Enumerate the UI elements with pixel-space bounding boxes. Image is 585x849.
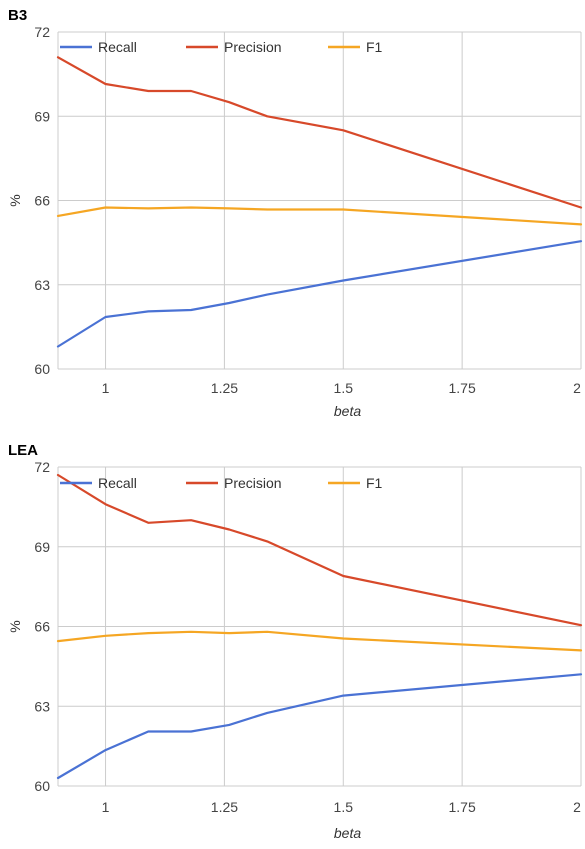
x-axis-label: beta	[334, 403, 361, 419]
x-tick-label: 1.5	[334, 799, 354, 815]
x-tick-label: 1.25	[211, 380, 238, 396]
series-line-f1	[56, 630, 583, 652]
x-tick-label: 1.75	[449, 380, 476, 396]
y-tick-label: 66	[34, 193, 50, 209]
y-tick-label: 60	[34, 778, 50, 794]
legend-label-f1: F1	[366, 39, 383, 55]
legend-label-precision: Precision	[224, 475, 282, 491]
y-tick-label: 69	[34, 539, 50, 555]
chart-title: LEA	[8, 442, 38, 459]
x-tick-label: 1.5	[334, 380, 354, 396]
legend-label-f1: F1	[366, 475, 383, 491]
series-line-f1	[56, 206, 583, 226]
y-tick-label: 72	[34, 459, 50, 475]
chart-panel-2: 60 63 66 69 72 1 1.25 1.5 1.75 2 Recall Precision F1…	[7, 442, 583, 841]
y-tick-label: 60	[34, 361, 50, 377]
y-axis-label: %	[7, 620, 23, 632]
y-tick-label: 72	[34, 24, 50, 40]
x-tick-label: 2	[573, 799, 581, 815]
series-line-precision	[56, 473, 583, 627]
legend-label-precision: Precision	[224, 39, 282, 55]
y-axis-label: %	[7, 194, 23, 206]
y-tick-label: 63	[34, 698, 50, 714]
chart-title: B3	[8, 7, 27, 24]
x-tick-label: 1.75	[449, 799, 476, 815]
legend-label-recall: Recall	[98, 39, 137, 55]
series-line-recall	[56, 673, 583, 780]
y-tick-label: 63	[34, 277, 50, 293]
y-tick-label: 69	[34, 108, 50, 124]
chart-panel-1: 60 63 66 69 72 1 1.25 1.5 1.75 2 Recall Precision F1…	[7, 7, 583, 419]
series-line-recall	[56, 240, 583, 348]
series-line-precision	[56, 56, 583, 209]
x-tick-label: 1	[102, 380, 110, 396]
y-tick-label: 66	[34, 619, 50, 635]
x-tick-label: 1.25	[211, 799, 238, 815]
x-tick-label: 1	[102, 799, 110, 815]
x-axis-label: beta	[334, 825, 361, 841]
x-tick-label: 2	[573, 380, 581, 396]
legend-label-recall: Recall	[98, 475, 137, 491]
